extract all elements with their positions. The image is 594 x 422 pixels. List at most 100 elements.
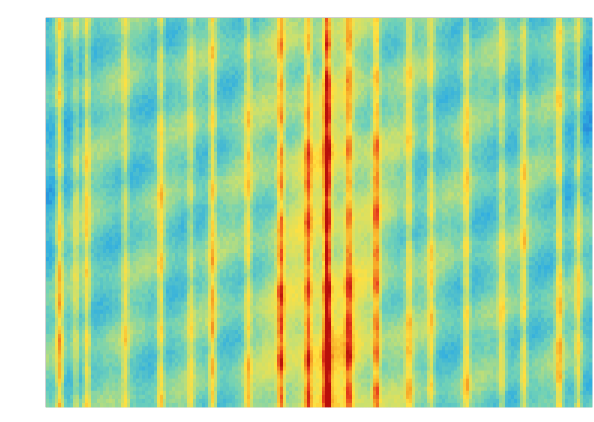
- heatmap-cell: [178, 123, 182, 128]
- heatmap-cell: [238, 70, 242, 76]
- heatmap-cell: [565, 58, 569, 63]
- heatmap-cell: [274, 58, 278, 63]
- heatmap-cell: [202, 94, 206, 100]
- heatmap-cell: [157, 123, 161, 128]
- heatmap-cell: [553, 54, 557, 59]
- heatmap-cell: [406, 123, 410, 128]
- heatmap-cell: [64, 30, 68, 35]
- heatmap-cell: [250, 50, 254, 55]
- heatmap-cell: [589, 42, 593, 47]
- heatmap-cell: [154, 99, 158, 104]
- heatmap-cell: [85, 123, 89, 128]
- heatmap-cell: [280, 86, 284, 92]
- heatmap-cell: [262, 22, 266, 27]
- heatmap-cell: [184, 99, 188, 104]
- heatmap-cell: [139, 103, 143, 108]
- heatmap-cell: [367, 30, 371, 35]
- heatmap-cell: [466, 34, 470, 39]
- heatmap-cell: [547, 26, 551, 31]
- heatmap-cell: [223, 107, 227, 112]
- heatmap-cell: [538, 99, 542, 104]
- heatmap-cell: [454, 86, 458, 92]
- heatmap-cell: [307, 26, 311, 31]
- heatmap-cell: [373, 50, 377, 55]
- heatmap-cell: [307, 107, 311, 112]
- heatmap-cell: [88, 74, 92, 80]
- heatmap-cell: [49, 78, 53, 84]
- heatmap-cell: [274, 34, 278, 39]
- heatmap-cell: [223, 46, 227, 51]
- heatmap-cell: [508, 107, 512, 112]
- heatmap-cell: [514, 94, 518, 100]
- heatmap-cell: [115, 42, 119, 47]
- heatmap-cell: [496, 50, 500, 55]
- heatmap-cell: [130, 123, 134, 128]
- heatmap-cell: [499, 119, 503, 124]
- heatmap-cell: [181, 66, 185, 72]
- heatmap-cell: [388, 62, 392, 67]
- heatmap-cell: [115, 86, 119, 92]
- heatmap-cell: [412, 46, 416, 51]
- heatmap-cell: [163, 38, 167, 43]
- heatmap-cell: [391, 38, 395, 43]
- heatmap-cell: [169, 103, 173, 108]
- heatmap-cell: [169, 50, 173, 55]
- heatmap-cell: [214, 46, 218, 51]
- heatmap-cell: [223, 38, 227, 43]
- heatmap-cell: [451, 38, 455, 43]
- heatmap-cell: [109, 82, 113, 88]
- heatmap-cell: [547, 46, 551, 51]
- heatmap-cell: [286, 123, 290, 128]
- heatmap-cell: [343, 99, 347, 104]
- heatmap-cell: [373, 119, 377, 124]
- heatmap-cell: [553, 119, 557, 124]
- heatmap-cell: [301, 115, 305, 120]
- heatmap-cell: [520, 58, 524, 63]
- heatmap-cell: [538, 74, 542, 80]
- heatmap-cell: [187, 38, 191, 43]
- heatmap-cell: [454, 50, 458, 55]
- heatmap-cell: [286, 86, 290, 92]
- heatmap-cell: [370, 34, 374, 39]
- heatmap-cell: [229, 99, 233, 104]
- heatmap-cell: [238, 50, 242, 55]
- heatmap-cell: [340, 86, 344, 92]
- heatmap-cell: [172, 38, 176, 43]
- heatmap-cell: [76, 82, 80, 88]
- heatmap-cell: [151, 58, 155, 63]
- heatmap-cell: [211, 46, 215, 51]
- heatmap-cell: [397, 38, 401, 43]
- heatmap-cell: [280, 22, 284, 27]
- heatmap-cell: [463, 82, 467, 88]
- heatmap-cell: [67, 82, 71, 88]
- heatmap-cell: [460, 22, 464, 27]
- heatmap-cell: [586, 70, 590, 76]
- heatmap-cell: [208, 115, 212, 120]
- heatmap-cell: [541, 90, 545, 96]
- heatmap-cell: [319, 119, 323, 124]
- heatmap-cell: [394, 62, 398, 67]
- heatmap-cell: [181, 62, 185, 67]
- heatmap-cell: [535, 46, 539, 51]
- heatmap-cell: [325, 78, 329, 84]
- heatmap-cell: [274, 26, 278, 31]
- heatmap-cell: [433, 26, 437, 31]
- heatmap-cell: [307, 103, 311, 108]
- heatmap-cell: [232, 127, 236, 132]
- heatmap-cell: [352, 90, 356, 96]
- heatmap-cell: [259, 94, 263, 100]
- heatmap-cell: [196, 86, 200, 92]
- heatmap-cell: [268, 38, 272, 43]
- heatmap-cell: [271, 107, 275, 112]
- heatmap-cell: [418, 54, 422, 59]
- heatmap-cell: [460, 30, 464, 35]
- heatmap-cell: [445, 58, 449, 63]
- heatmap-cell: [109, 115, 113, 120]
- heatmap-cell: [427, 119, 431, 124]
- heatmap-cell: [370, 50, 374, 55]
- heatmap-cell: [445, 123, 449, 128]
- heatmap-cell: [265, 18, 269, 23]
- heatmap-cell: [319, 22, 323, 27]
- heatmap-cell: [502, 66, 506, 72]
- heatmap-cell: [430, 107, 434, 112]
